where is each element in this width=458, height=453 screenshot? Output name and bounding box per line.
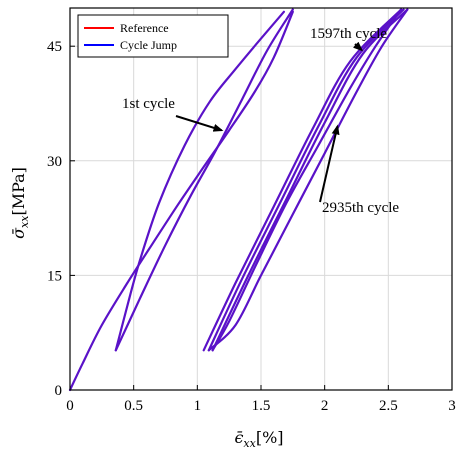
hysteresis-loop-1-segment-3 xyxy=(114,8,294,352)
hysteresis-loop-1-segment-1 xyxy=(68,10,294,392)
y-tick-label: 0 xyxy=(55,383,63,399)
annotation-arrow-1597th-cycle xyxy=(352,41,364,52)
y-tick-label: 15 xyxy=(47,268,62,284)
legend-box xyxy=(77,14,229,58)
x-tick-label: 0.5 xyxy=(124,398,143,414)
annotations: 1st cycle 1597th cycle 2935th cycle xyxy=(122,26,399,216)
annotation-arrow-1st-cycle xyxy=(175,115,224,132)
hysteresis-loop-2-segment-3 xyxy=(211,8,409,352)
x-tick-label: 0 xyxy=(66,398,74,414)
y-tick-label: 30 xyxy=(47,154,62,170)
x-axis-unit: [%] xyxy=(256,428,284,447)
x-tick-label: 3 xyxy=(448,398,456,414)
y-tick-label: 45 xyxy=(47,39,62,55)
y-axis-subscript: xx xyxy=(18,215,31,228)
hysteresis-loop-2-segment-1 xyxy=(202,8,403,352)
curves xyxy=(68,8,409,392)
hysteresis-loop-2-segment-5 xyxy=(207,8,405,352)
y-axis-label: σ̄xx[MPa] xyxy=(9,167,31,239)
annotation-1st-cycle: 1st cycle xyxy=(122,96,175,112)
x-axis-label: ϵ̄xx[%] xyxy=(234,428,283,450)
x-tick-label: 2 xyxy=(321,398,329,414)
legend-label-reference: Reference xyxy=(120,21,169,35)
legend: Reference Cycle Jump xyxy=(77,14,229,58)
annotation-2935th-cycle: 2935th cycle xyxy=(322,200,399,216)
x-tick-label: 2.5 xyxy=(379,398,398,414)
hysteresis-loop-2-segment-2 xyxy=(211,8,403,352)
annotation-arrow-2935th-cycle xyxy=(319,124,340,203)
hysteresis-loop-1-segment-2 xyxy=(114,10,285,352)
x-tick-label: 1.5 xyxy=(252,398,271,414)
x-axis-subscript: xx xyxy=(243,437,256,450)
grid xyxy=(70,8,452,390)
x-axis-symbol: ϵ̄ xyxy=(234,428,243,447)
x-tick-label: 1 xyxy=(194,398,202,414)
annotation-1597th-cycle: 1597th cycle xyxy=(310,26,387,42)
hysteresis-loop-2-segment-4 xyxy=(207,8,409,352)
y-axis-unit: [MPa] xyxy=(9,167,28,215)
legend-label-cycle-jump: Cycle Jump xyxy=(120,38,177,52)
y-axis-symbol: σ̄ xyxy=(9,227,28,239)
